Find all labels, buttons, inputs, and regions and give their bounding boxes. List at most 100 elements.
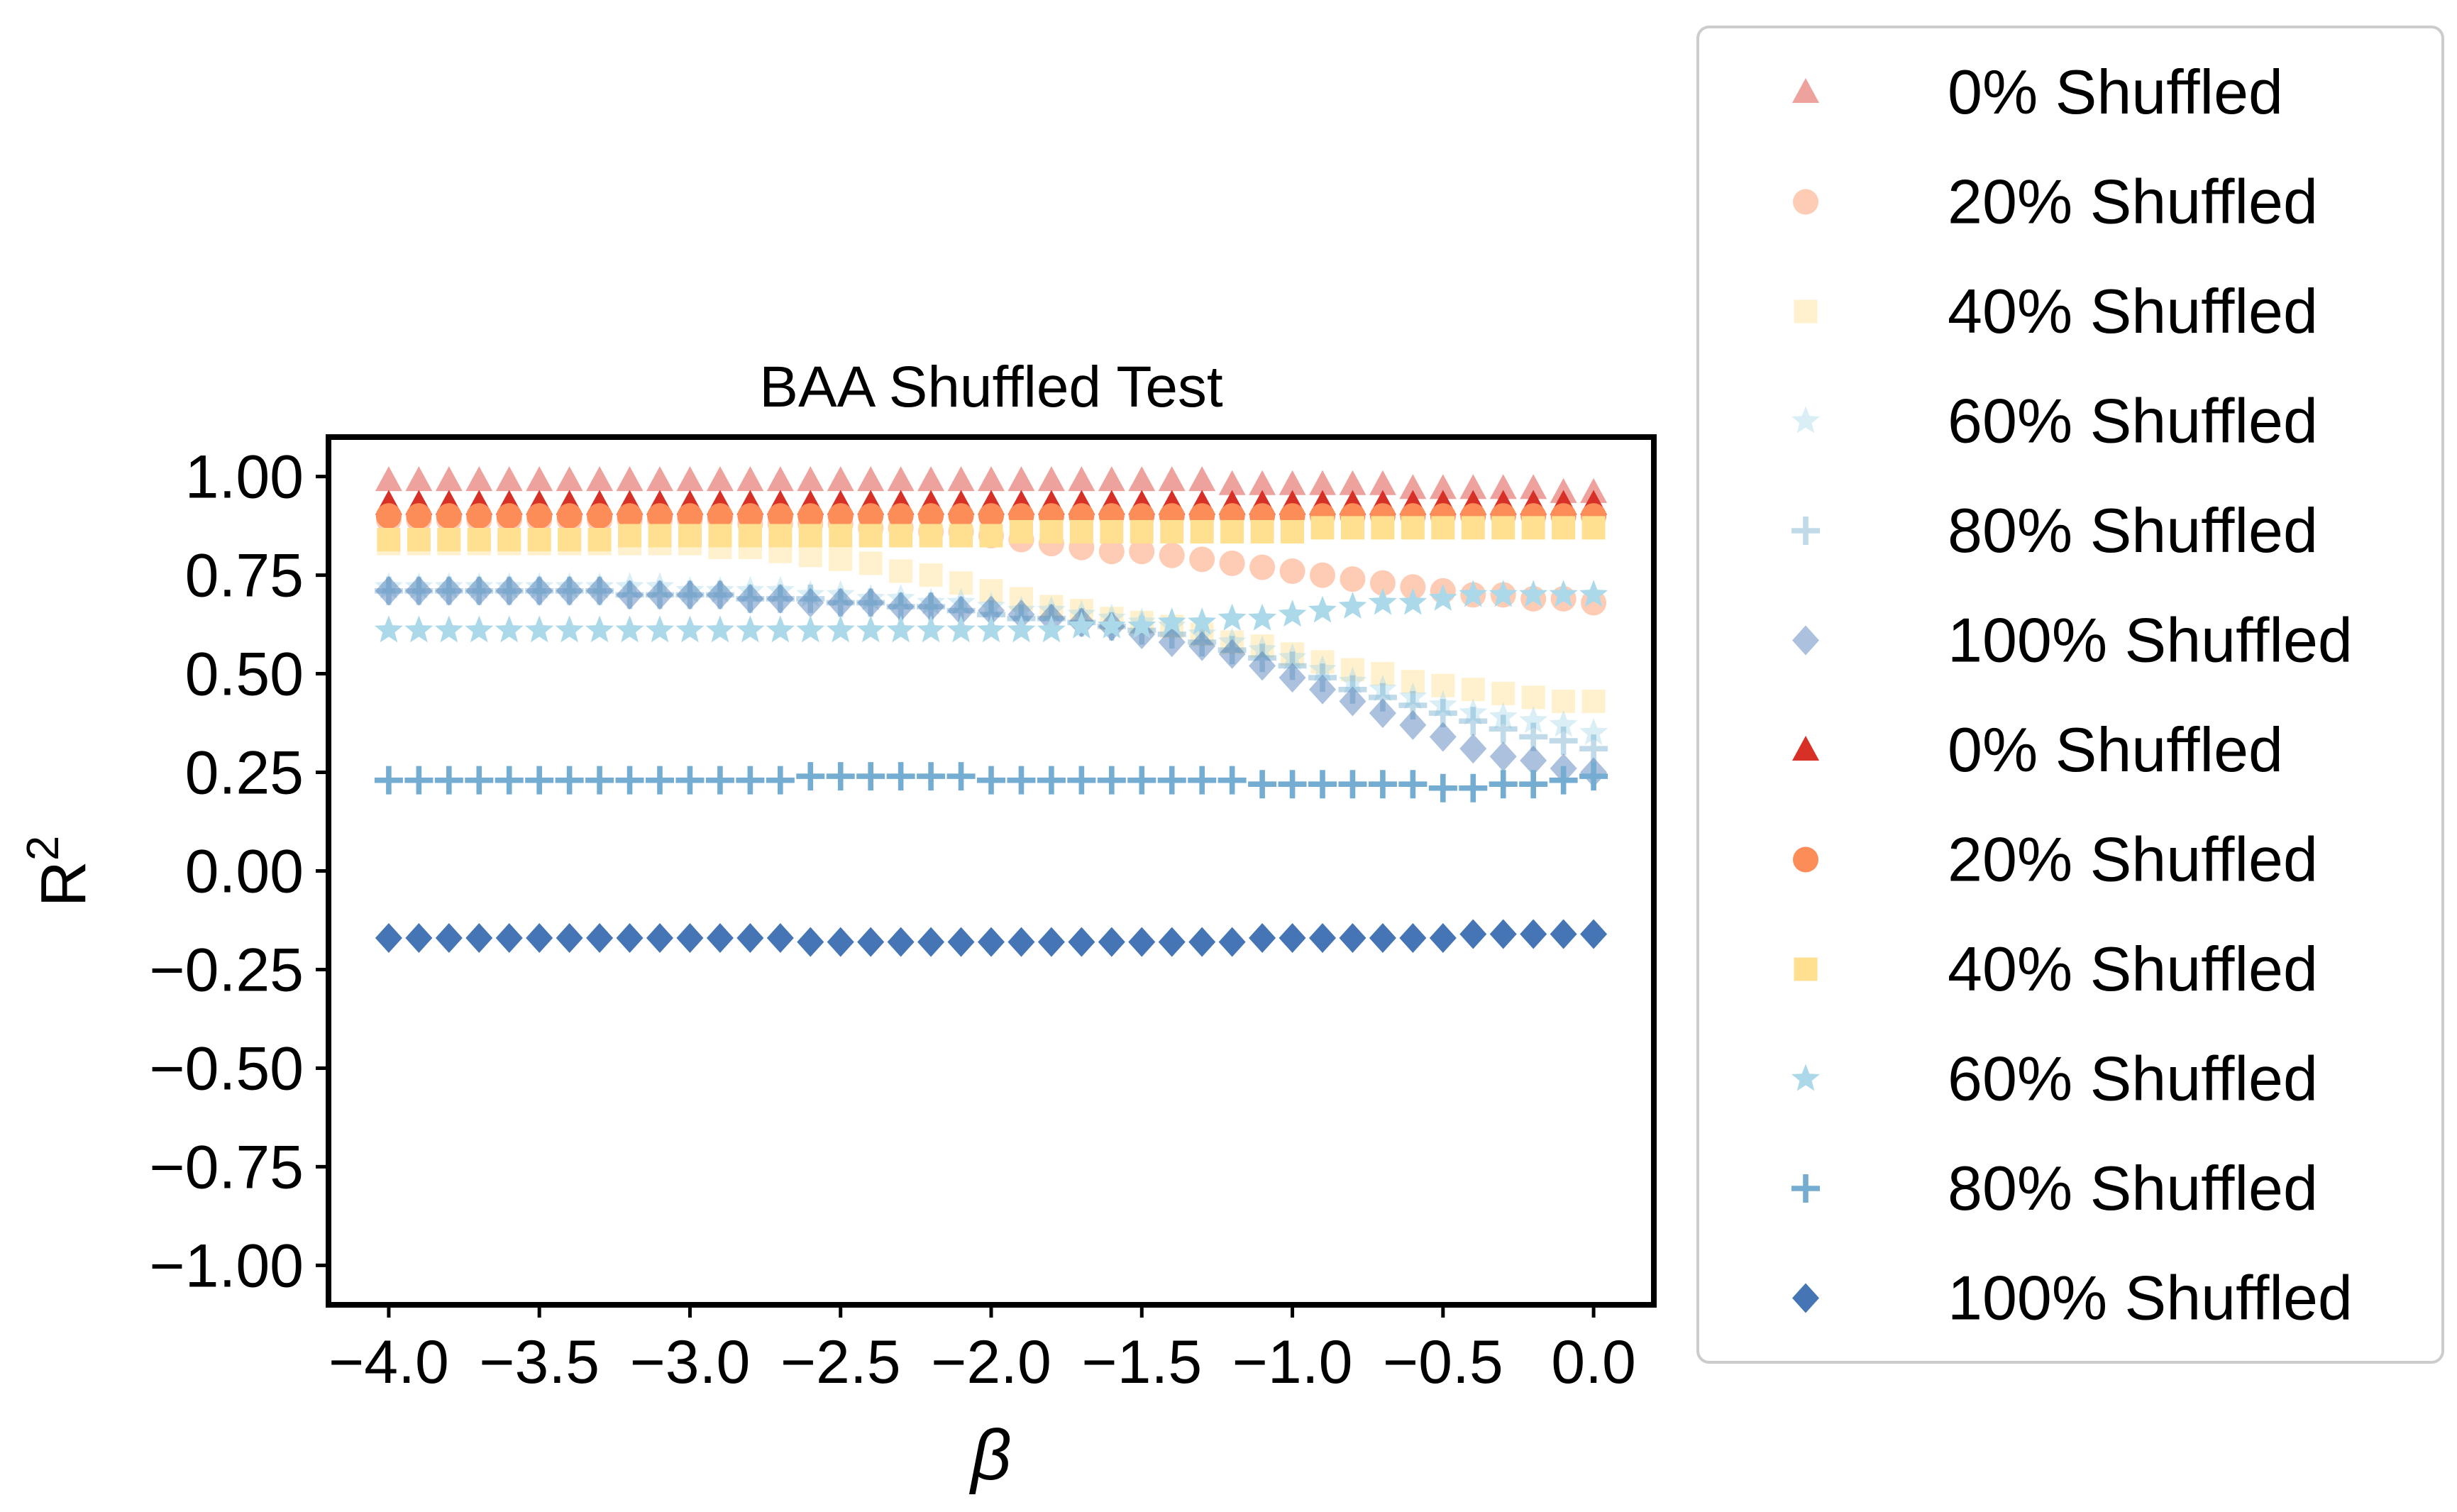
data-point bbox=[827, 466, 854, 492]
data-point bbox=[1368, 674, 1397, 702]
legend-marker bbox=[1791, 1174, 1820, 1203]
data-point bbox=[1339, 470, 1366, 495]
data-point bbox=[736, 615, 765, 643]
data-point bbox=[1098, 927, 1125, 957]
data-point bbox=[1129, 539, 1155, 565]
data-point bbox=[405, 923, 433, 954]
data-point bbox=[465, 466, 493, 492]
data-point bbox=[947, 595, 975, 626]
data-point bbox=[946, 615, 976, 643]
data-point bbox=[1218, 627, 1247, 655]
data-point bbox=[527, 528, 551, 552]
data-point bbox=[1459, 773, 1488, 802]
data-point bbox=[465, 766, 494, 795]
data-point bbox=[615, 766, 644, 795]
data-point bbox=[436, 503, 462, 529]
legend-label: 80% Shuffled bbox=[1948, 495, 2318, 565]
legend-label: 40% Shuffled bbox=[1948, 276, 2318, 346]
data-point bbox=[1068, 927, 1095, 957]
data-point bbox=[1159, 542, 1185, 568]
data-point bbox=[1281, 642, 1305, 666]
x-tick-label: −2.5 bbox=[780, 1328, 901, 1396]
data-point bbox=[1007, 766, 1036, 795]
data-point bbox=[375, 923, 402, 954]
data-point bbox=[646, 572, 674, 600]
data-point bbox=[586, 923, 614, 954]
data-point bbox=[917, 592, 945, 622]
data-point bbox=[917, 466, 945, 492]
legend-marker bbox=[1792, 736, 1819, 761]
data-point bbox=[1127, 611, 1156, 639]
data-point bbox=[736, 583, 764, 614]
data-point bbox=[1097, 611, 1126, 639]
data-point bbox=[1188, 607, 1217, 635]
data-point bbox=[856, 615, 885, 643]
data-point bbox=[887, 927, 915, 957]
data-point bbox=[978, 595, 1005, 626]
data-point bbox=[434, 576, 463, 605]
data-point bbox=[1398, 770, 1428, 799]
y-tick-label: −1.00 bbox=[149, 1232, 304, 1300]
series-1 bbox=[375, 466, 1608, 503]
data-point bbox=[1188, 631, 1216, 661]
data-point bbox=[1278, 643, 1307, 671]
data-point bbox=[797, 466, 824, 492]
data-point bbox=[587, 503, 613, 529]
data-point bbox=[889, 559, 913, 583]
data-point bbox=[978, 927, 1005, 957]
data-point bbox=[917, 927, 945, 957]
data-point bbox=[1310, 516, 1335, 540]
y-tick-label: −0.75 bbox=[149, 1133, 304, 1201]
data-point bbox=[1190, 519, 1214, 543]
data-point bbox=[1399, 474, 1427, 500]
data-point bbox=[1552, 516, 1576, 540]
data-point bbox=[555, 766, 584, 795]
data-point bbox=[766, 583, 794, 614]
y-tick-label: 0.75 bbox=[185, 542, 304, 610]
data-point bbox=[1309, 674, 1336, 705]
data-point bbox=[707, 503, 733, 529]
data-point bbox=[555, 576, 584, 605]
data-point bbox=[495, 923, 523, 954]
legend-item: 40% Shuffled bbox=[1794, 276, 2318, 346]
data-point bbox=[1218, 766, 1247, 795]
data-point bbox=[496, 503, 522, 529]
legend-label: 20% Shuffled bbox=[1948, 824, 2318, 895]
chart-title: BAA Shuffled Test bbox=[759, 355, 1223, 419]
data-point bbox=[1338, 770, 1367, 799]
data-point bbox=[1519, 706, 1548, 734]
data-point bbox=[407, 528, 431, 552]
data-point bbox=[705, 575, 734, 603]
legend-label: 0% Shuffled bbox=[1948, 714, 2283, 785]
data-point bbox=[1127, 766, 1156, 795]
data-point bbox=[946, 762, 976, 791]
data-point bbox=[1037, 466, 1065, 492]
data-point bbox=[917, 587, 946, 615]
data-point bbox=[706, 466, 734, 492]
legend-marker bbox=[1791, 1064, 1820, 1091]
data-point bbox=[1249, 554, 1276, 580]
data-point bbox=[887, 592, 915, 622]
data-point bbox=[1401, 670, 1425, 694]
data-point bbox=[736, 584, 765, 613]
data-point bbox=[374, 766, 403, 795]
data-point bbox=[827, 587, 854, 618]
y-tick-label: −0.25 bbox=[149, 936, 304, 1004]
data-point bbox=[1310, 650, 1335, 674]
data-point bbox=[404, 572, 434, 600]
data-point bbox=[1220, 519, 1244, 543]
data-point bbox=[1398, 691, 1428, 720]
data-point bbox=[1039, 595, 1064, 619]
data-point bbox=[465, 575, 493, 606]
data-point bbox=[465, 576, 494, 605]
data-point bbox=[1007, 466, 1035, 492]
data-point bbox=[1249, 470, 1276, 495]
data-point bbox=[947, 927, 975, 957]
data-point bbox=[736, 766, 765, 795]
x-tick-label: −2.0 bbox=[931, 1328, 1051, 1396]
data-point bbox=[766, 584, 795, 613]
data-point bbox=[1248, 603, 1277, 631]
series-9 bbox=[377, 516, 1606, 552]
data-point bbox=[555, 572, 584, 600]
data-point bbox=[946, 587, 976, 615]
